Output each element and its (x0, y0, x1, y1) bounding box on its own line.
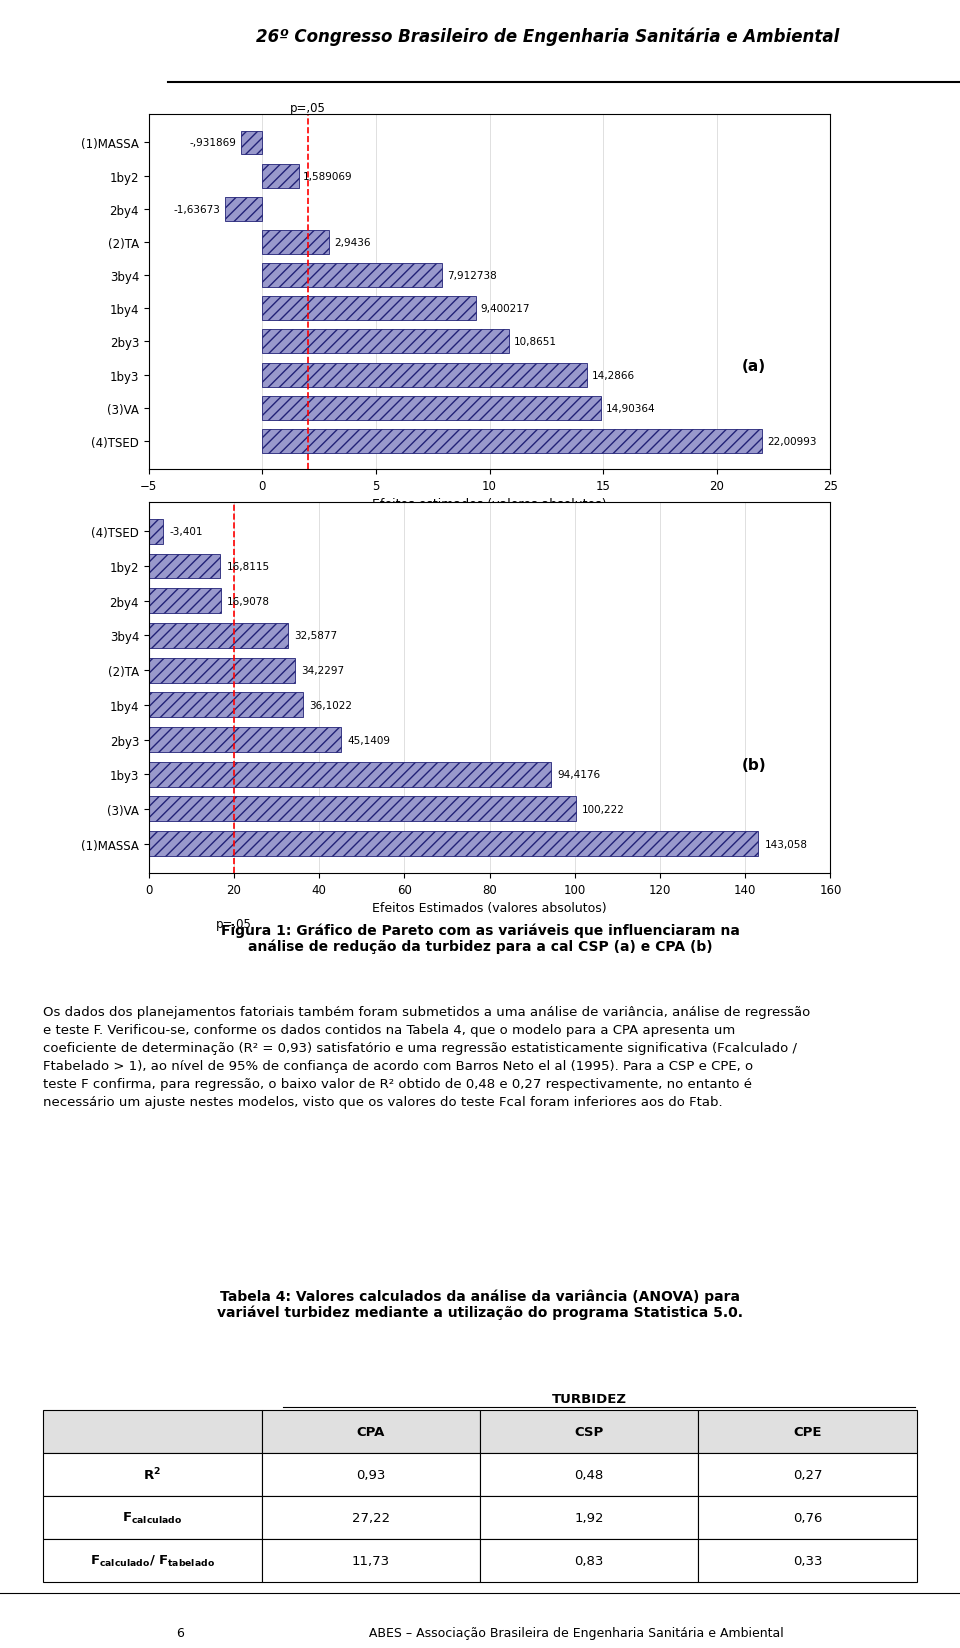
Bar (226, 198, 262, 221)
Text: 26º Congresso Brasileiro de Engenharia Sanitária e Ambiental: 26º Congresso Brasileiro de Engenharia S… (255, 26, 839, 46)
Bar (262, 397, 601, 420)
Bar (149, 727, 341, 753)
X-axis label: Efeitos estimados (valores absolutos): Efeitos estimados (valores absolutos) (372, 498, 607, 511)
Text: 7,912738: 7,912738 (446, 270, 496, 280)
Text: TURBIDEZ: TURBIDEZ (552, 1393, 627, 1406)
Bar (262, 330, 509, 354)
Text: 22,00993: 22,00993 (767, 437, 817, 447)
Text: 6                                              ABES – Associação Brasileira de E: 6 ABES – Associação Brasileira de E (177, 1627, 783, 1638)
Bar (149, 623, 288, 649)
Text: p=,05: p=,05 (290, 102, 325, 115)
Text: 34,2297: 34,2297 (301, 666, 344, 676)
Text: 16,9078: 16,9078 (228, 597, 270, 606)
Bar (241, 132, 262, 155)
Text: p=,05: p=,05 (216, 918, 252, 931)
Bar (149, 519, 163, 544)
Text: 100,222: 100,222 (582, 804, 625, 814)
Text: 14,90364: 14,90364 (606, 404, 655, 414)
Text: (a): (a) (742, 359, 766, 374)
Bar (262, 364, 587, 387)
Text: Tabela 4: Valores calculados da análise da variância (ANOVA) para
variável turbi: Tabela 4: Valores calculados da análise … (217, 1289, 743, 1320)
Bar (262, 264, 443, 288)
Bar (149, 658, 295, 684)
Text: 10,8651: 10,8651 (514, 338, 557, 348)
Bar (262, 165, 299, 188)
Bar (149, 763, 551, 788)
Bar (149, 588, 221, 613)
Text: 143,058: 143,058 (764, 839, 807, 849)
Text: 1,589069: 1,589069 (303, 171, 352, 181)
Bar (262, 430, 762, 453)
Bar (149, 692, 302, 719)
Text: (b): (b) (742, 758, 766, 773)
Text: Os dados dos planejamentos fatoriais também foram submetidos a uma análise de va: Os dados dos planejamentos fatoriais tam… (43, 1005, 810, 1107)
Bar (262, 297, 476, 321)
Text: 14,2866: 14,2866 (591, 371, 635, 381)
Text: 9,400217: 9,400217 (481, 305, 530, 315)
Bar (149, 832, 758, 857)
Text: 32,5877: 32,5877 (294, 631, 337, 641)
X-axis label: Efeitos Estimados (valores absolutos): Efeitos Estimados (valores absolutos) (372, 901, 607, 915)
Bar (262, 231, 329, 255)
Text: -,931869: -,931869 (190, 138, 237, 148)
Text: -1,63673: -1,63673 (174, 204, 221, 214)
Bar (149, 798, 576, 822)
Text: 2,9436: 2,9436 (334, 237, 371, 247)
Text: 16,8115: 16,8115 (227, 562, 270, 572)
Bar (149, 554, 221, 578)
Text: 94,4176: 94,4176 (558, 770, 601, 780)
Text: -3,401: -3,401 (170, 527, 204, 537)
Text: 45,1409: 45,1409 (348, 735, 391, 745)
Text: Figura 1: Gráfico de Pareto com as variáveis que influenciaram na
análise de red: Figura 1: Gráfico de Pareto com as variá… (221, 923, 739, 954)
Text: 36,1022: 36,1022 (309, 700, 352, 710)
